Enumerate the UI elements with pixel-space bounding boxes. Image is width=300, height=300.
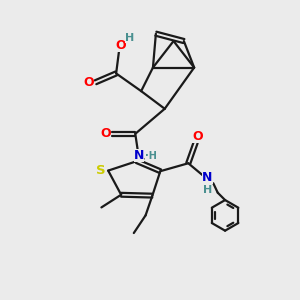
Text: O: O: [84, 76, 94, 89]
Text: N: N: [202, 172, 213, 184]
Text: ·H: ·H: [145, 151, 157, 160]
Text: H: H: [125, 33, 134, 43]
Text: N: N: [134, 148, 144, 161]
Text: S: S: [96, 164, 106, 177]
Text: O: O: [100, 127, 111, 140]
Text: O: O: [115, 39, 126, 52]
Text: H: H: [203, 185, 212, 195]
Text: O: O: [192, 130, 203, 143]
